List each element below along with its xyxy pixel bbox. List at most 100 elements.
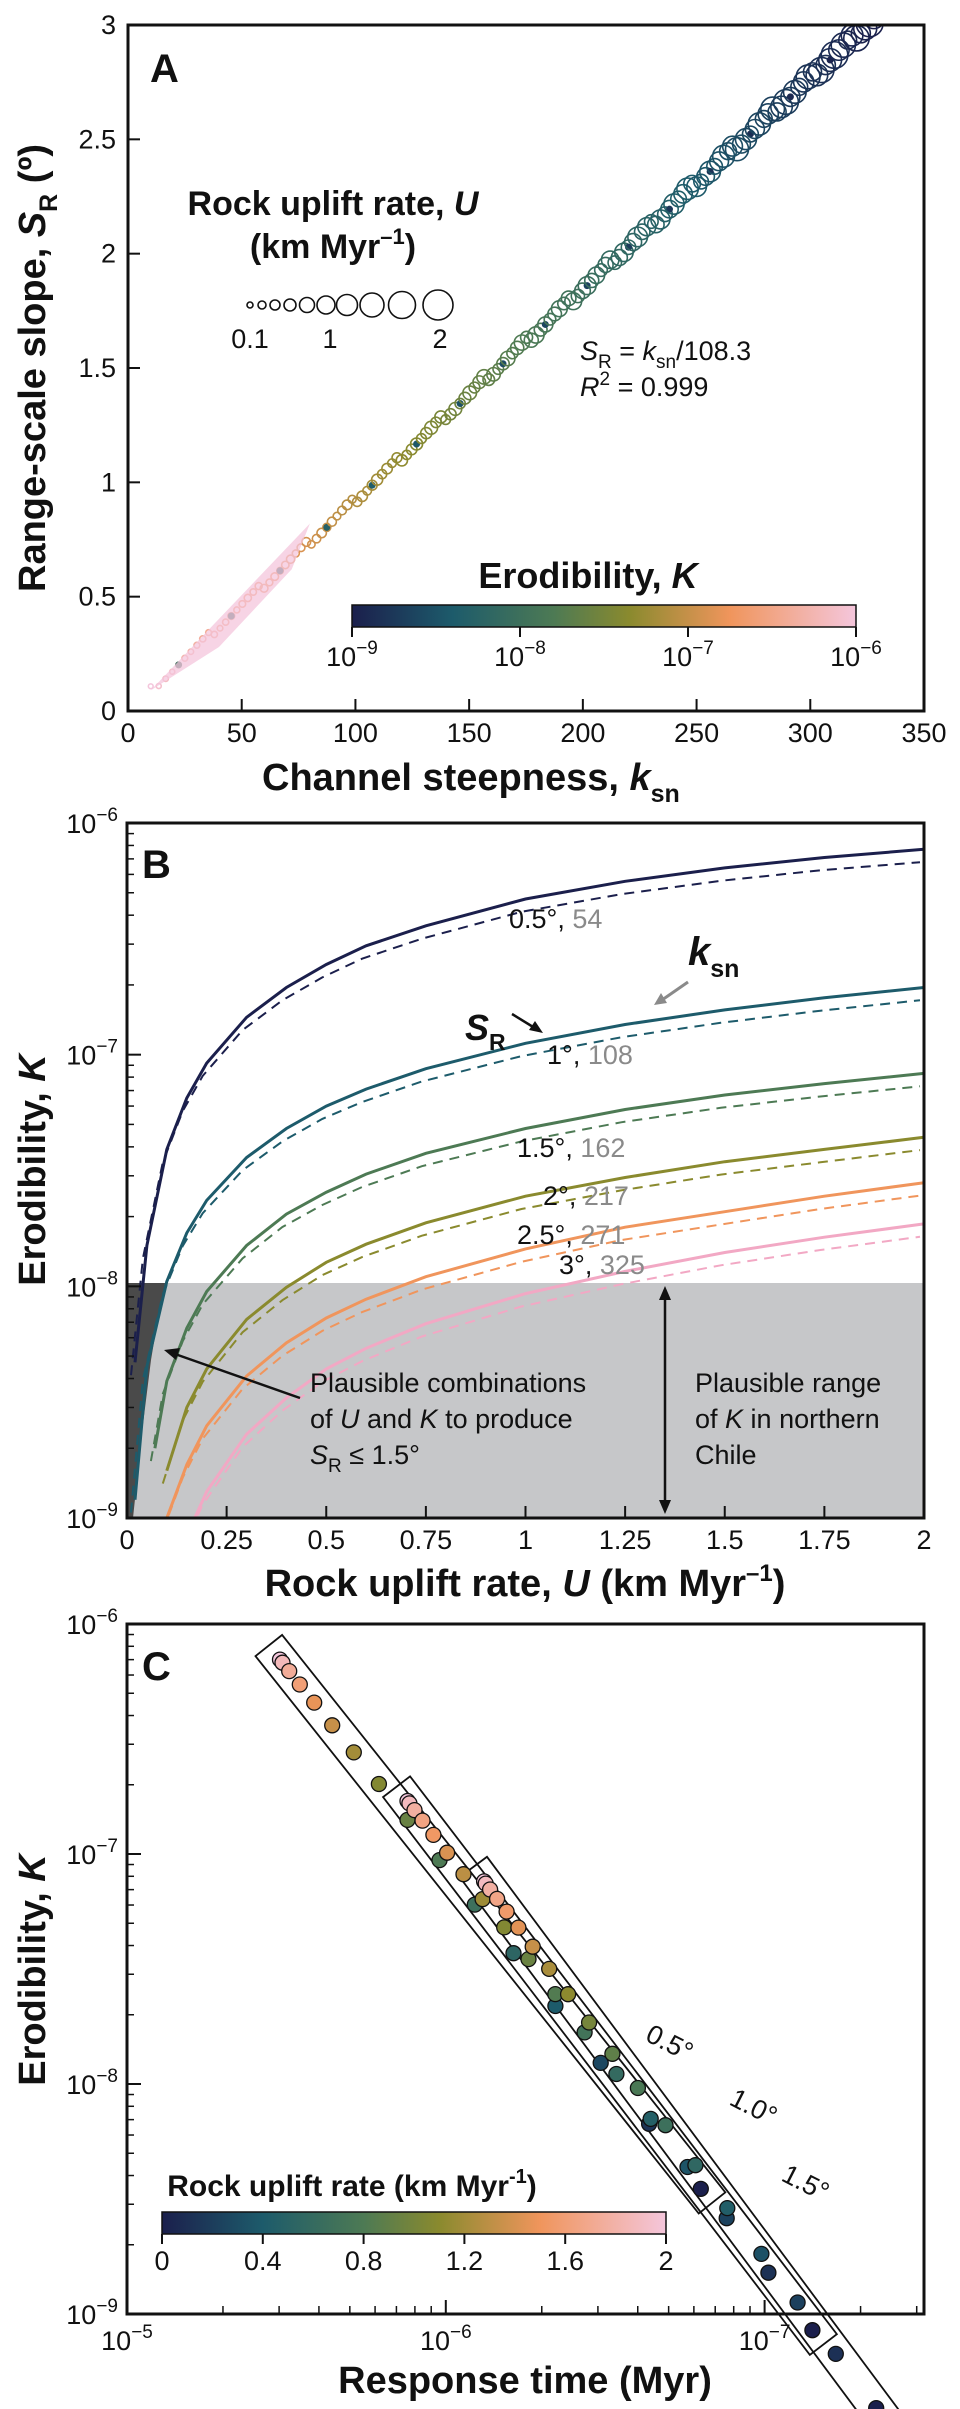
x-axis-ticks: 10−5 10−6 10−7 (101, 2300, 918, 2356)
x-axis-ticks: 0 0.25 0.5 0.75 1 1.25 1.5 1.75 2 (119, 1506, 932, 1555)
x-tick-label: 150 (447, 718, 492, 748)
curve-solid (153, 1071, 924, 1449)
fit-equation-line: SR = ksn/108.3 (580, 336, 751, 373)
colorbar-title: Erodibility, K (478, 555, 700, 596)
data-point (291, 1676, 308, 1693)
x-tick-label: 10−5 (101, 2322, 153, 2356)
data-point (850, 25, 872, 44)
curves (130, 847, 924, 1518)
x-tick-label: 10−7 (739, 2322, 791, 2356)
data-point (434, 410, 448, 424)
size-label-0: 0.1 (231, 324, 269, 354)
data-point (458, 391, 472, 405)
data-point (657, 2117, 674, 2134)
x-tick-label: 0 (119, 1525, 134, 1555)
ksn-pointer-arrow (661, 980, 689, 1002)
curve-dashed (161, 1149, 921, 1484)
y-axis-ticks: 0 0.5 1 1.5 2 2.5 3 (78, 10, 140, 726)
data-point (519, 330, 534, 345)
data-point (472, 375, 487, 390)
x-tick-label: 0 (120, 718, 135, 748)
data-point (556, 296, 571, 311)
x-tick-label: 50 (227, 718, 257, 748)
x-tick-label: 100 (333, 718, 378, 748)
data-point (610, 248, 629, 267)
x-axis-ticks: 0 50 100 150 200 250 300 350 (120, 699, 947, 748)
data-point (731, 134, 752, 154)
range-line-3: Chile (695, 1440, 757, 1470)
sr-pointer-label: SR (465, 1007, 506, 1055)
data-point (719, 2199, 736, 2217)
curve-solid (193, 1222, 924, 1518)
curve-dashed (149, 1085, 921, 1462)
y-tick-label: 10−8 (66, 1268, 118, 1302)
curve-label-3: 2°, 217 (543, 1181, 629, 1211)
data-point (506, 346, 519, 360)
size-legend-circle (298, 296, 316, 314)
x-tick-label: 200 (560, 718, 605, 748)
range-arrowhead-bottom (659, 1500, 671, 1514)
scatter-points (271, 1651, 885, 2409)
y-tick-label: 0.5 (78, 582, 116, 612)
data-point (341, 499, 353, 511)
group-label-1: 1.0° (725, 2083, 782, 2132)
size-legend-units: (km Myr–1) (250, 224, 416, 266)
x-tick-label: 0.25 (200, 1525, 253, 1555)
curve-label-5: 3°, 325 (559, 1250, 645, 1280)
data-point-core (413, 440, 421, 448)
r-squared: R2 = 0.999 (580, 369, 708, 402)
ksn-pointer-arrowhead (654, 993, 667, 1005)
y-axis-label: Range-scale slope, SR (º) (12, 144, 63, 592)
curve-dashed (130, 999, 921, 1513)
data-point-core (786, 93, 794, 101)
data-point (523, 332, 540, 348)
panel-a: 0 50 100 150 200 250 300 350 0 0.5 1 1.5 2 2.5 3 A Ch… (12, 10, 947, 808)
data-point (492, 362, 505, 376)
data-point (687, 2157, 704, 2174)
data-point (533, 322, 548, 337)
y-axis-ticks: 10−9 10−8 10−7 10−6 (66, 1606, 141, 2330)
y-tick-label: 2.5 (78, 124, 116, 154)
sr-pointer-arrowhead (529, 1021, 543, 1033)
panel-label: C (142, 1645, 171, 1689)
data-point (468, 381, 481, 394)
data-point (855, 25, 884, 38)
data-point (524, 1938, 541, 1955)
group-label-2: 1.5° (777, 2159, 834, 2208)
x-tick-label: 0.75 (400, 1525, 453, 1555)
data-point (692, 2180, 709, 2198)
data-point (790, 77, 809, 97)
x-tick-label: 1 (518, 1525, 533, 1555)
note-line-3: SR ≤ 1.5° (310, 1440, 420, 1477)
data-point (321, 522, 332, 533)
data-point (629, 2079, 647, 2097)
colorbar-tick-label: 10−7 (662, 638, 714, 672)
point-cluster (150, 523, 310, 691)
colorbar: Rock uplift rate (km Myr-1) 0 0.4 0.8 1.2 1.… (154, 2166, 673, 2276)
data-point (311, 533, 322, 544)
data-point (414, 1812, 431, 1829)
data-point (608, 2065, 625, 2083)
x-tick-label: 2 (916, 1525, 931, 1555)
x-tick-label: 1.75 (798, 1525, 851, 1555)
colorbar-tick-label: 1.6 (546, 2246, 584, 2276)
data-point (488, 1890, 506, 1908)
data-point (455, 1866, 472, 1883)
note-line-2: of U and K to produce (310, 1404, 573, 1434)
data-point (767, 102, 787, 122)
x-tick-label: 10−6 (420, 2322, 472, 2356)
data-point (306, 539, 316, 549)
group-box (381, 1775, 839, 2357)
size-legend: Rock uplift rate, U (km Myr–1) 0.1 1 2 (188, 185, 480, 354)
size-label-2: 2 (432, 324, 447, 354)
data-point (370, 1775, 388, 1793)
size-legend-circle (316, 295, 336, 315)
x-tick-label: 250 (674, 718, 719, 748)
data-point (316, 527, 328, 539)
y-tick-label: 10−6 (66, 805, 118, 839)
data-point (646, 215, 665, 234)
data-point (642, 2110, 659, 2128)
y-tick-label: 1.5 (78, 353, 116, 383)
colorbar-gradient (351, 604, 857, 628)
